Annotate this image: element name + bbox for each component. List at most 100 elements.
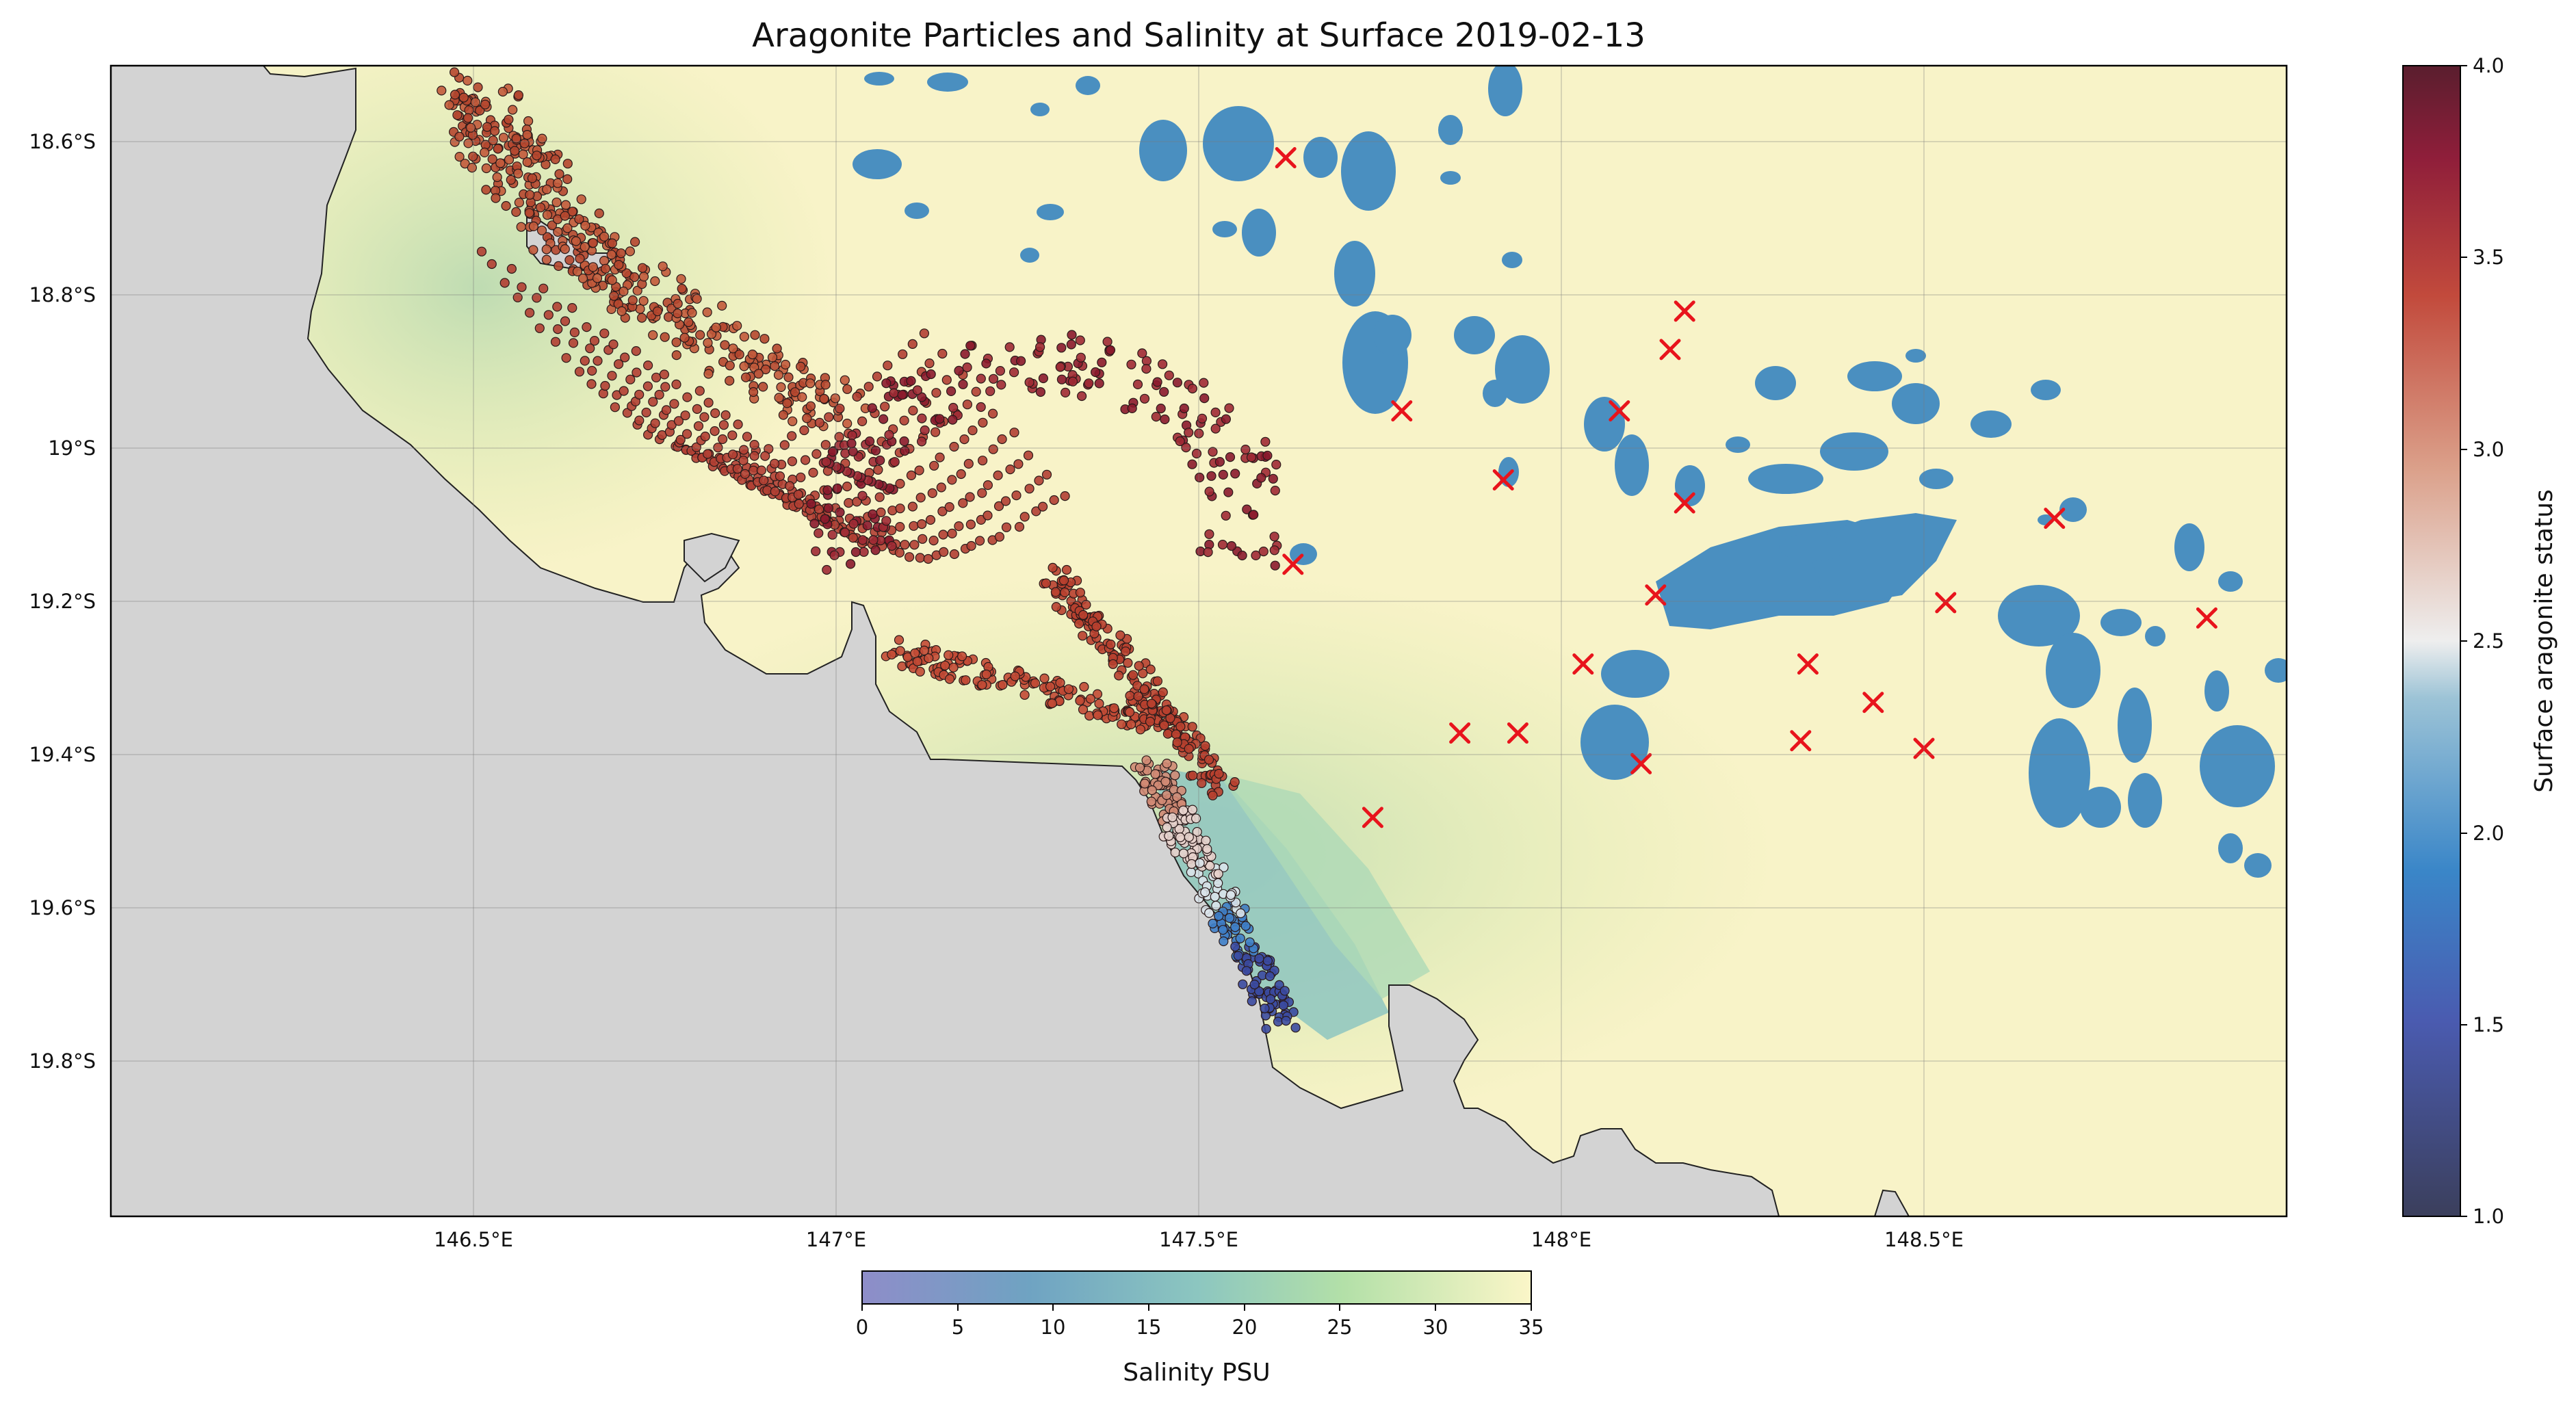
aragonite-tick-label: 3.0 xyxy=(2473,438,2504,461)
particle xyxy=(749,465,759,475)
particle xyxy=(1075,335,1085,345)
particle xyxy=(480,99,491,109)
particle xyxy=(1123,657,1133,668)
particle xyxy=(1120,646,1131,657)
particle xyxy=(1262,956,1273,966)
particle xyxy=(985,386,996,396)
salinity-tick-label: 5 xyxy=(952,1316,964,1339)
aragonite-tick-label: 2.0 xyxy=(2473,822,2504,845)
particle xyxy=(1208,918,1218,929)
particle xyxy=(609,291,619,301)
particle xyxy=(1011,490,1022,501)
particle xyxy=(671,350,681,361)
particle xyxy=(967,425,978,436)
particle xyxy=(473,82,483,92)
particle xyxy=(1127,403,1137,414)
particle xyxy=(909,521,919,531)
particle xyxy=(700,431,710,442)
particle xyxy=(651,372,662,382)
particle xyxy=(589,336,600,346)
particle xyxy=(449,67,460,77)
particle xyxy=(463,138,473,148)
particle xyxy=(1091,621,1102,631)
particle xyxy=(619,386,629,396)
particle xyxy=(954,521,964,532)
particle xyxy=(787,456,798,467)
particle xyxy=(547,220,558,231)
particle xyxy=(1197,778,1207,788)
particle xyxy=(1204,486,1214,497)
particle xyxy=(889,388,899,398)
particle xyxy=(1230,922,1240,932)
particle xyxy=(637,263,648,273)
particle xyxy=(1226,540,1237,551)
particle xyxy=(616,306,627,316)
particle xyxy=(673,298,683,309)
particle xyxy=(884,430,894,440)
particle xyxy=(1140,779,1150,789)
particle xyxy=(749,439,759,450)
particle xyxy=(1135,724,1146,735)
particle xyxy=(782,398,792,408)
particle xyxy=(775,471,785,482)
particle xyxy=(1037,501,1048,512)
particle xyxy=(1015,356,1026,366)
particle xyxy=(750,330,760,340)
particle xyxy=(725,361,735,371)
particle xyxy=(872,371,883,382)
particle xyxy=(910,648,920,659)
particle xyxy=(960,349,970,359)
particle xyxy=(1202,844,1212,854)
particle xyxy=(862,521,872,531)
particle xyxy=(842,418,853,429)
particle xyxy=(522,157,532,168)
particle xyxy=(1225,452,1236,462)
particle xyxy=(1056,374,1067,384)
particle xyxy=(1210,891,1220,902)
particle xyxy=(1115,630,1126,640)
particle xyxy=(822,564,832,575)
particle xyxy=(1197,413,1208,423)
particle xyxy=(941,375,952,385)
particle xyxy=(541,244,551,254)
particle xyxy=(1233,950,1243,961)
particle xyxy=(1048,562,1058,573)
particle xyxy=(939,547,949,558)
particle xyxy=(1117,719,1127,729)
particle xyxy=(562,159,573,169)
particle xyxy=(574,367,585,377)
particle xyxy=(488,135,498,146)
particle xyxy=(811,546,821,556)
particle xyxy=(1224,403,1234,413)
particle xyxy=(1049,495,1059,506)
particle xyxy=(660,332,670,342)
particle xyxy=(974,536,985,546)
particle xyxy=(1164,831,1174,841)
particle xyxy=(997,434,1007,445)
particle xyxy=(957,651,967,662)
particle xyxy=(524,208,534,218)
particle xyxy=(560,316,571,326)
particle xyxy=(965,519,976,530)
lat-tick-labels: 18.6°S 18.8°S 19°S 19.2°S 19.4°S 19.6°S … xyxy=(29,130,96,1073)
particle xyxy=(506,263,517,274)
particle xyxy=(868,509,878,519)
reef-layer xyxy=(853,66,2287,878)
particle xyxy=(1114,670,1124,681)
particle xyxy=(959,434,970,445)
particle xyxy=(499,278,510,288)
particle xyxy=(1279,986,1290,996)
map-area xyxy=(111,66,2287,1216)
particle xyxy=(560,200,571,210)
particle xyxy=(542,210,553,220)
particle xyxy=(988,374,999,384)
particle xyxy=(1001,522,1012,532)
particle xyxy=(567,303,577,313)
particle xyxy=(995,365,1006,376)
particle xyxy=(914,465,924,475)
particle xyxy=(676,274,686,284)
particle xyxy=(1269,545,1279,555)
aragonite-tick-label: 1.0 xyxy=(2473,1205,2504,1228)
particle xyxy=(917,519,927,530)
particle xyxy=(580,356,590,366)
